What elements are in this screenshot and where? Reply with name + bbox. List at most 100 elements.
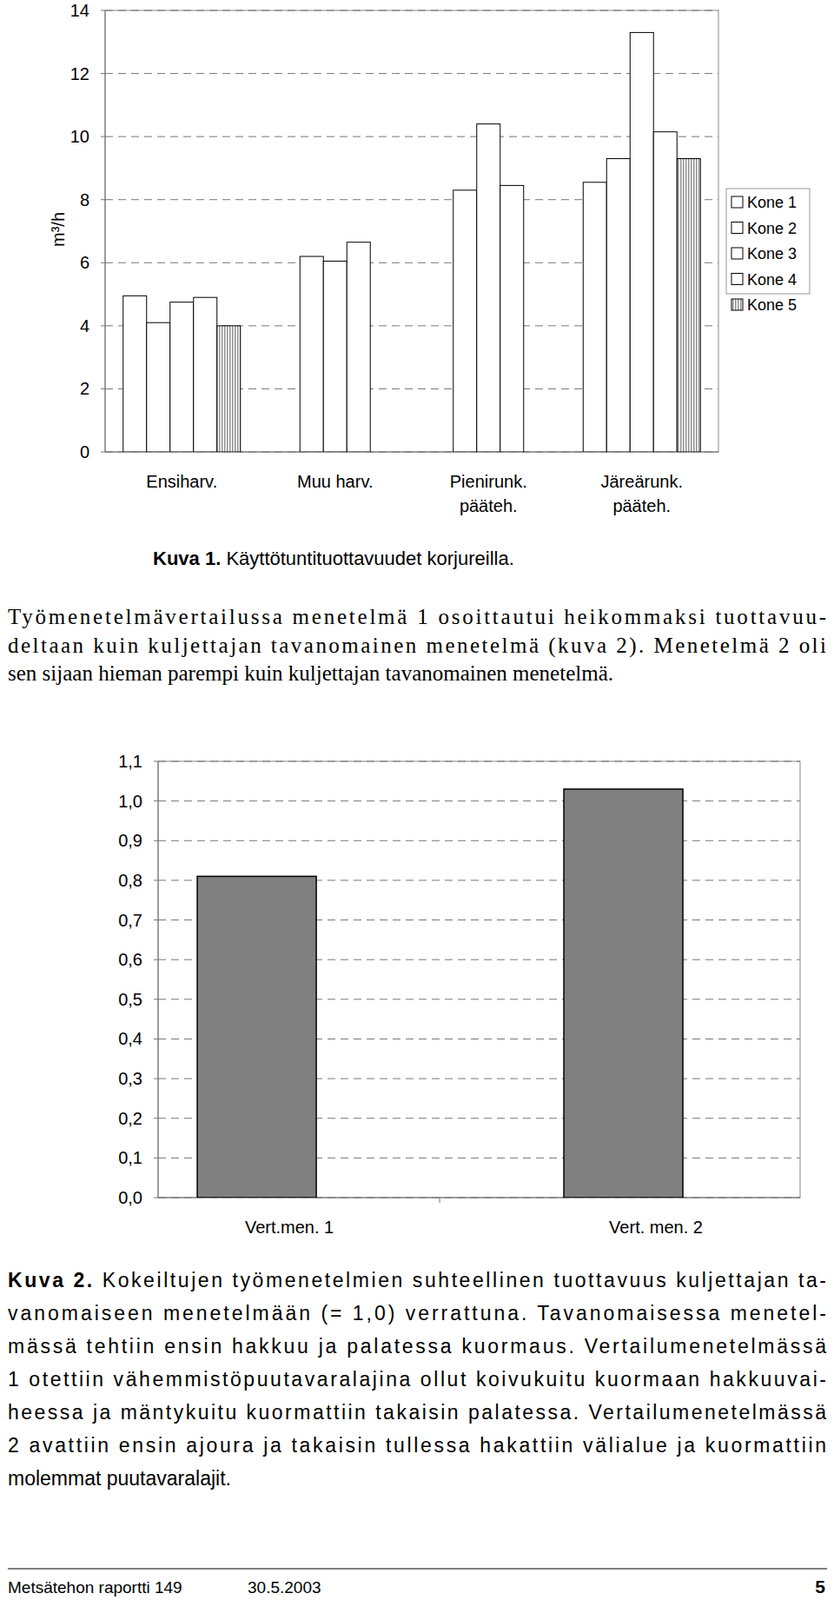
label-line: Pienirunk. bbox=[450, 471, 528, 491]
tick-label: 0,2 bbox=[118, 1108, 143, 1128]
label-line: Muu harv. bbox=[297, 471, 373, 491]
tick bbox=[153, 1117, 159, 1119]
category-label: Muu harv. bbox=[297, 471, 373, 491]
caption-line: 1 otettiin vähemmistöpuutavaralajina oll… bbox=[7, 1367, 827, 1390]
bars bbox=[123, 32, 702, 452]
tick-label: 0,0 bbox=[118, 1187, 143, 1207]
caption-line: Kuva 1. Käyttötuntituottavuudet korjurei… bbox=[152, 547, 515, 570]
legend-box bbox=[726, 188, 810, 294]
caption-text: heessa ja mäntykuitu kuormattiin takaisi… bbox=[7, 1400, 827, 1424]
bar bbox=[582, 182, 607, 452]
page: 02468101214m³/hEnsiharv.Muu harv.Pieniru… bbox=[0, 0, 834, 1600]
tick-label: 6 bbox=[79, 252, 90, 272]
bar bbox=[453, 190, 477, 452]
bar bbox=[146, 322, 171, 452]
tick bbox=[153, 879, 159, 881]
tick-label: 1,1 bbox=[118, 751, 143, 771]
tick-label: 10 bbox=[70, 126, 90, 146]
label-line: pääteh. bbox=[459, 496, 518, 516]
bars bbox=[197, 788, 683, 1198]
label-line: pääteh. bbox=[612, 496, 671, 516]
y-axis bbox=[105, 10, 106, 452]
grid-line bbox=[105, 136, 719, 138]
bar bbox=[629, 32, 654, 452]
label-line: Järeärunk. bbox=[601, 471, 684, 491]
paragraph-line: sen sijaan hieman parempi kuin kuljettaj… bbox=[7, 661, 614, 685]
legend-label: Kone 4 bbox=[747, 271, 797, 289]
caption-text: Kokeiltujen työmenetelmien suhteellinen … bbox=[102, 1268, 827, 1291]
bar bbox=[197, 875, 317, 1198]
tick bbox=[153, 959, 159, 960]
bar bbox=[346, 242, 371, 452]
background bbox=[0, 0, 834, 1600]
legend-swatch bbox=[731, 298, 743, 311]
tick bbox=[100, 324, 106, 326]
legend-label: Kone 2 bbox=[747, 219, 797, 238]
bar bbox=[606, 158, 630, 452]
tick bbox=[153, 1038, 159, 1040]
tick bbox=[153, 919, 159, 921]
tick-label: 0,9 bbox=[118, 830, 143, 850]
caption-text: 2 avattiin ensin ajoura ja takaisin tull… bbox=[7, 1433, 827, 1457]
tick-label: 0,3 bbox=[118, 1068, 143, 1088]
tick-label: 2 bbox=[79, 378, 90, 398]
legend-swatch bbox=[731, 196, 743, 208]
tick-label: 0,4 bbox=[118, 1028, 143, 1048]
paragraph-line: Työmenetelmävertailussa menetelmä 1 osoi… bbox=[7, 604, 827, 629]
bar bbox=[123, 295, 147, 452]
tick bbox=[100, 451, 106, 453]
legend: Kone 1 Kone 2 Kone 3 Kone 4 Kone 5 bbox=[726, 188, 810, 314]
caption-text: molemmat puutavaralajit. bbox=[7, 1466, 232, 1490]
bar bbox=[323, 260, 347, 452]
grid-line bbox=[158, 761, 801, 762]
bar bbox=[299, 256, 324, 452]
label-line: Ensiharv. bbox=[145, 471, 218, 491]
footer-rule bbox=[7, 1567, 828, 1569]
bar bbox=[170, 302, 194, 452]
tick bbox=[153, 761, 159, 762]
bar bbox=[217, 325, 241, 452]
caption-line: molemmat puutavaralajit. bbox=[7, 1466, 232, 1490]
category-label: Vert.men. 1 bbox=[244, 1217, 334, 1237]
caption-line: 2 avattiin ensin ajoura ja takaisin tull… bbox=[7, 1433, 827, 1457]
legend-label: Kone 3 bbox=[747, 244, 797, 263]
legend-label: Kone 1 bbox=[747, 193, 797, 212]
bar bbox=[500, 185, 524, 452]
category-label: Pienirunk. pääteh. bbox=[450, 471, 528, 516]
caption-label: Kuva 2. bbox=[7, 1268, 100, 1291]
footer-date: 30.5.2003 bbox=[247, 1577, 322, 1596]
caption-line: Kuva 2. Kokeiltujen työmenetelmien suhte… bbox=[7, 1268, 827, 1291]
grid-line bbox=[105, 72, 719, 74]
bar bbox=[193, 297, 218, 452]
tick-label: 0,7 bbox=[118, 910, 143, 930]
chart-2: 0,00,10,20,30,40,50,60,70,80,91,01,1Vert… bbox=[118, 751, 801, 1237]
bar bbox=[563, 788, 683, 1198]
category-label: Vert. men. 2 bbox=[608, 1217, 703, 1237]
tick bbox=[100, 136, 106, 138]
tick-label: 8 bbox=[79, 190, 90, 210]
tick-label: 4 bbox=[79, 316, 90, 336]
caption-line: vanomaiseen menetelmään (= 1,0) verrattu… bbox=[7, 1301, 827, 1324]
caption-label: Kuva 1. bbox=[152, 547, 226, 570]
tick bbox=[100, 10, 106, 12]
bar bbox=[676, 158, 701, 452]
tick-label: 14 bbox=[70, 0, 90, 20]
caption-line: mässä tehtiin ensin hakkuu ja palatessa … bbox=[7, 1334, 827, 1357]
page-number: 5 bbox=[814, 1575, 826, 1596]
caption-text: Käyttötuntituottavuudet korjureilla. bbox=[225, 547, 514, 570]
category-label: Järeärunk. pääteh. bbox=[601, 471, 684, 516]
plot-frame bbox=[158, 761, 801, 1198]
caption-line: heessa ja mäntykuitu kuormattiin takaisi… bbox=[7, 1400, 827, 1424]
legend-swatch bbox=[731, 247, 743, 259]
grid-line bbox=[158, 800, 801, 801]
tick bbox=[153, 800, 159, 801]
plot-frame bbox=[105, 10, 719, 452]
legend-label: Kone 5 bbox=[747, 296, 797, 314]
caption-text: vanomaiseen menetelmään (= 1,0) verrattu… bbox=[7, 1301, 827, 1324]
tick-label: 0,6 bbox=[118, 949, 143, 969]
chart-1: 02468101214m³/hEnsiharv.Muu harv.Pieniru… bbox=[48, 0, 810, 516]
tick-label: 0,8 bbox=[118, 870, 143, 890]
tick bbox=[153, 998, 159, 1000]
y-axis bbox=[158, 761, 159, 1198]
category-separator bbox=[439, 1197, 441, 1203]
